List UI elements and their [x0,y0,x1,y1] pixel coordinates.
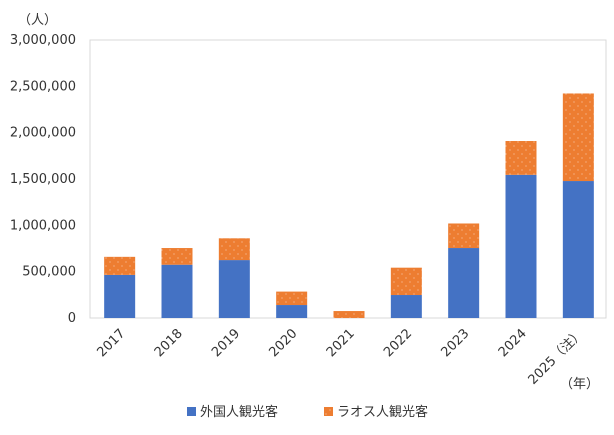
bar-lao-visitors [333,311,365,318]
bar-foreign-visitors [104,274,136,318]
y-axis: 0 500,000 1,000,000 1,500,000 2,000,000 2,500… [10,33,76,326]
y-axis-unit-label: （人） [18,13,57,28]
x-tick-label: 2024 [496,326,530,360]
legend-label-lao: ラオス人観光客 [337,404,428,420]
bar-lao-visitors [161,248,193,265]
bar-lao-visitors [218,238,250,261]
x-tick-label: 2022 [381,326,415,360]
bar-lao-visitors [562,93,594,182]
y-tick-label: 2,000,000 [10,126,76,141]
y-tick-label: 2,500,000 [10,79,76,94]
bars-group [104,93,594,318]
bar-lao-visitors [390,267,422,296]
bar-lao-visitors [448,223,480,249]
legend: 外国人観光客 ラオス人観光客 [187,404,428,420]
y-tick-label: 1,000,000 [10,218,76,233]
y-tick-label: 3,000,000 [10,33,76,48]
bar-lao-visitors [104,256,136,275]
bar-foreign-visitors [276,305,308,318]
y-tick-label: 1,500,000 [10,172,76,187]
bar-foreign-visitors [448,248,480,318]
bar-foreign-visitors [562,181,594,318]
x-tick-label: 2020 [266,326,300,360]
bar-foreign-visitors [161,264,193,318]
bar-foreign-visitors [218,260,250,318]
bar-foreign-visitors [505,174,537,318]
x-tick-label: 2021 [324,326,358,360]
y-tick-label: 500,000 [22,265,76,280]
x-axis-unit-label: （年） [560,377,599,392]
x-tick-label: 2017 [94,326,128,360]
x-tick-label: 2019 [209,326,243,360]
bar-lao-visitors [276,291,308,306]
legend-swatch-foreign [187,407,196,416]
x-tick-label: 2018 [152,326,186,360]
bar-lao-visitors [505,141,537,175]
bar-foreign-visitors [390,295,422,318]
legend-swatch-lao [324,407,333,416]
y-tick-label: 0 [68,311,76,326]
x-tick-label: 2023 [438,326,472,360]
legend-label-foreign: 外国人観光客 [200,404,278,420]
